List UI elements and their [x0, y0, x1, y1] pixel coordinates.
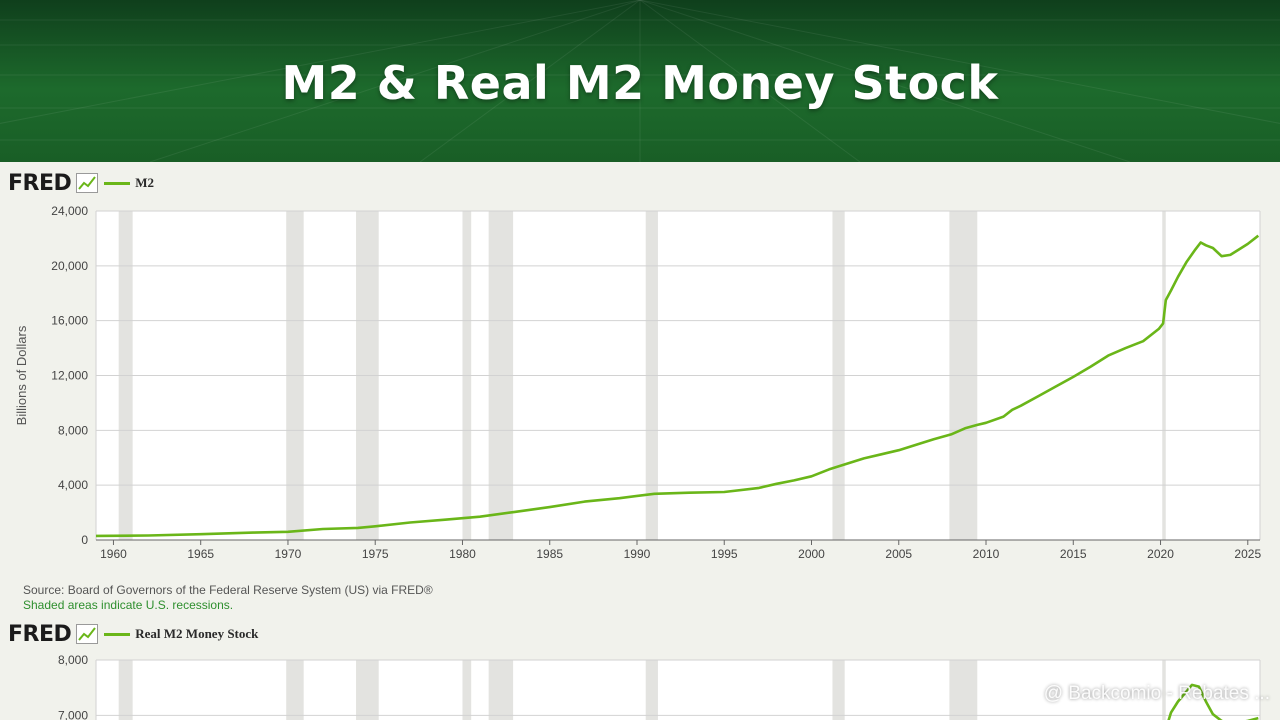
x-tick-label: 2020 — [1147, 547, 1174, 561]
series-line-real-m2-money-stock — [1167, 683, 1259, 720]
recession-note: Shaded areas indicate U.S. recessions. — [23, 598, 234, 612]
fred-graph-icon — [76, 173, 99, 193]
fred-logo: FRED — [8, 170, 72, 196]
x-tick-label: 1985 — [536, 547, 563, 561]
recession-band — [118, 660, 133, 720]
recession-band — [949, 660, 978, 720]
y-tick-label: 24,000 — [51, 204, 88, 218]
m2-legend-label: M2 — [135, 175, 155, 190]
y-tick-label: 0 — [81, 533, 88, 547]
chart-source: Source: Board of Governors of the Federa… — [23, 583, 433, 597]
x-tick-label: 1970 — [275, 547, 302, 561]
title-banner: M2 & Real M2 Money Stock — [0, 0, 1280, 162]
real-m2-legend-swatch — [104, 632, 131, 636]
y-tick-label: 8,000 — [58, 423, 88, 437]
diamond-logo-icon — [1020, 685, 1038, 703]
x-tick-label: 1960 — [100, 547, 127, 561]
y-tick-label: 4,000 — [58, 478, 88, 492]
m2-chart: 0 4,000 8,000 12,000 16,000 20,000 24,000 1960 1… — [14, 204, 1261, 561]
m2-chart-panel: FRED M2 0 4,000 8,000 12,000 16,000 20,000 24,… — [0, 162, 1280, 617]
x-tick-label: 1980 — [449, 547, 476, 561]
y-tick-label: 16,000 — [51, 314, 88, 328]
series-line-m2 — [96, 234, 1260, 538]
x-tick-label: 1995 — [711, 547, 738, 561]
recession-band — [488, 660, 514, 720]
x-tick-label: 2005 — [885, 547, 912, 561]
x-tick-label: 1965 — [187, 547, 214, 561]
y-axis-label: Billions of Dollars — [14, 325, 29, 425]
watermark: @ Backcomio - Rebates ... — [1018, 683, 1270, 705]
real-m2-legend-label: Real M2 Money Stock — [135, 626, 259, 641]
recession-band — [462, 660, 472, 720]
y-tick-label: 8,000 — [58, 653, 88, 667]
watermark-text: @ Backcomio - Rebates ... — [1043, 683, 1270, 704]
y-tick-label: 20,000 — [51, 259, 88, 273]
m2-chart-header: FRED M2 — [8, 170, 154, 196]
y-tick-label: 12,000 — [51, 369, 88, 383]
recession-band — [645, 660, 658, 720]
real-m2-chart-header: FRED Real M2 Money Stock — [8, 621, 258, 647]
fred-logo: FRED — [8, 621, 72, 647]
recession-band — [832, 660, 845, 720]
page-title: M2 & Real M2 Money Stock — [281, 56, 999, 110]
x-tick-label: 2025 — [1234, 547, 1261, 561]
x-tick-label: 2015 — [1060, 547, 1087, 561]
y-tick-label: 7,000 — [58, 708, 88, 720]
x-tick-label: 2000 — [798, 547, 825, 561]
real-m2-chart-panel: FRED Real M2 Money Stock 7,000 8,000 — [0, 617, 1280, 720]
recession-band — [356, 660, 379, 720]
real-m2-chart: 7,000 8,000 — [58, 653, 1261, 720]
x-tick-label: 1990 — [624, 547, 651, 561]
recession-band — [1162, 660, 1166, 720]
fred-graph-icon — [76, 624, 99, 644]
x-tick-label: 1975 — [362, 547, 389, 561]
x-tick-label: 2010 — [973, 547, 1000, 561]
recession-band — [286, 660, 304, 720]
banner-grid-decoration — [0, 0, 1280, 162]
m2-legend-swatch — [104, 181, 131, 185]
